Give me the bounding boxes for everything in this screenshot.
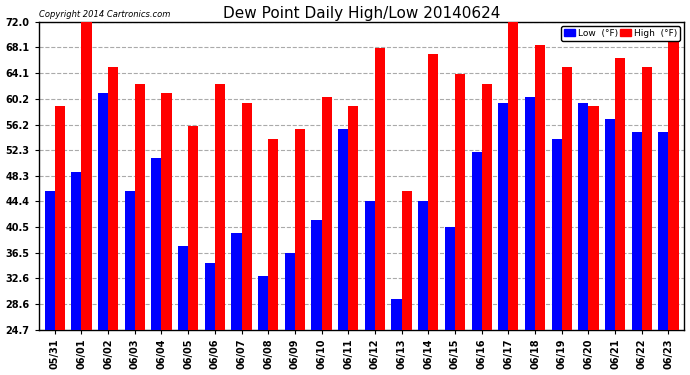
Bar (578, 103, 589, 330)
Bar (525, 97, 535, 330)
Bar (71, 171, 81, 330)
Bar (509, 22, 518, 330)
Bar (482, 84, 492, 330)
Bar (178, 246, 188, 330)
Legend: Low  (°F), High  (°F): Low (°F), High (°F) (562, 26, 680, 40)
Bar (295, 129, 305, 330)
Bar (642, 68, 652, 330)
Bar (402, 191, 412, 330)
Bar (471, 152, 482, 330)
Bar (535, 45, 545, 330)
Bar (268, 139, 278, 330)
Bar (365, 201, 375, 330)
Bar (125, 191, 135, 330)
Bar (45, 191, 55, 330)
Bar (258, 276, 268, 330)
Bar (151, 159, 161, 330)
Bar (605, 119, 615, 330)
Bar (631, 132, 642, 330)
Bar (285, 253, 295, 330)
Bar (338, 129, 348, 330)
Bar (311, 220, 322, 330)
Bar (615, 57, 625, 330)
Bar (589, 106, 598, 330)
Bar (205, 263, 215, 330)
Text: Copyright 2014 Cartronics.com: Copyright 2014 Cartronics.com (39, 10, 170, 19)
Bar (551, 139, 562, 330)
Bar (658, 132, 669, 330)
Bar (445, 227, 455, 330)
Bar (391, 298, 402, 330)
Bar (188, 126, 198, 330)
Bar (81, 22, 92, 330)
Bar (562, 68, 572, 330)
Bar (215, 84, 225, 330)
Bar (455, 74, 465, 330)
Bar (135, 84, 145, 330)
Bar (55, 106, 65, 330)
Bar (231, 233, 241, 330)
Bar (98, 93, 108, 330)
Bar (375, 48, 385, 330)
Bar (669, 38, 678, 330)
Bar (348, 106, 358, 330)
Title: Dew Point Daily High/Low 20140624: Dew Point Daily High/Low 20140624 (223, 6, 500, 21)
Bar (161, 93, 172, 330)
Bar (498, 103, 509, 330)
Bar (241, 103, 252, 330)
Bar (428, 54, 438, 330)
Bar (322, 97, 332, 330)
Bar (108, 68, 118, 330)
Bar (418, 201, 428, 330)
